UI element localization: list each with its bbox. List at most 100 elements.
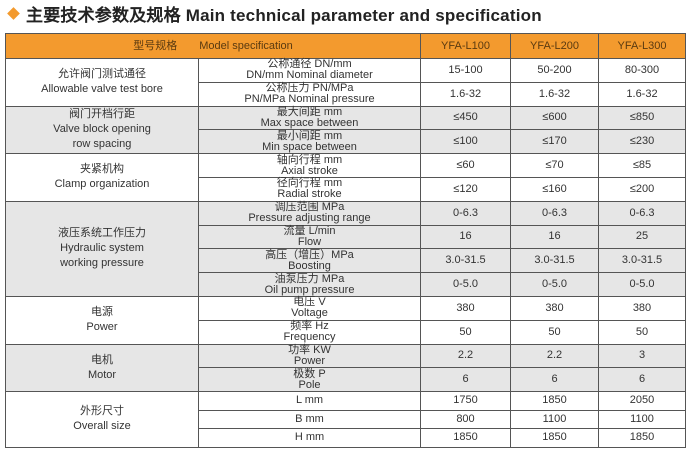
table-row: 阀门开档行距 Valve block opening row spacing 最大间距… bbox=[5, 105, 686, 155]
group-label-cn: 液压系统工作压力 bbox=[58, 227, 146, 240]
header-row: 型号规格 Model specification YFA-L100 YFA-L20… bbox=[5, 33, 686, 59]
value-cell: 0-6.3 bbox=[420, 200, 511, 226]
group-label-en: Overall size bbox=[73, 420, 131, 433]
parameter-cn: 调压范围 MPa bbox=[274, 201, 345, 214]
parameter-en: Oil pump pressure bbox=[264, 283, 355, 296]
value-cell: 15-100 bbox=[420, 58, 511, 83]
value-cell: 2.2 bbox=[420, 343, 511, 369]
value-cell: 1850 bbox=[598, 428, 686, 448]
parameter-en: Max space between bbox=[260, 116, 359, 129]
spec-table: 型号规格 Model specification YFA-L100 YFA-L20… bbox=[5, 33, 686, 448]
value-cell: 6 bbox=[598, 367, 686, 393]
parameter-en: PN/MPa Nominal pressure bbox=[244, 93, 375, 106]
parameter-en: Min space between bbox=[262, 140, 357, 153]
group-label-cn: 电机 bbox=[91, 353, 113, 366]
parameter-cn: 流量 L/min bbox=[283, 224, 336, 237]
parameter-cell: H mm bbox=[198, 428, 421, 448]
value-cell: 380 bbox=[420, 295, 511, 321]
group-label-cn: 阀门开档行距 bbox=[69, 108, 135, 121]
value-cell: ≤850 bbox=[598, 105, 686, 131]
table-row: 电源 Power 电压 V Voltage 380 380 380 bbox=[5, 295, 686, 345]
table-row: B mm 800 1100 1100 bbox=[6, 409, 686, 430]
parameter-cell: L mm bbox=[198, 391, 421, 411]
value-cell: 1750 bbox=[420, 391, 511, 411]
value-cell: 0-5.0 bbox=[510, 272, 599, 297]
value-cell: 6 bbox=[420, 367, 511, 393]
group-label-en: row spacing bbox=[72, 138, 132, 151]
table-row: 允许阀门测试通径 Allowable valve test bore 公称通径 DN… bbox=[5, 58, 686, 107]
value-cell: 2050 bbox=[598, 391, 686, 411]
parameter-cell: B mm bbox=[198, 409, 421, 430]
model-spec-en: Model specification bbox=[199, 39, 293, 52]
value-cell: ≤600 bbox=[510, 105, 599, 131]
value-cell: ≤170 bbox=[510, 129, 599, 155]
value-cell: 50-200 bbox=[510, 58, 599, 83]
table-row: 夹紧机构 Clamp organization 轴向行程 mm Axial strok… bbox=[5, 153, 686, 202]
parameter-cn: 最大间距 mm bbox=[276, 105, 343, 118]
parameter-cn: 公称通径 DN/mm bbox=[267, 58, 352, 71]
group-label-en: Power bbox=[86, 321, 118, 334]
value-cell: ≤120 bbox=[420, 176, 511, 202]
group-label-en: Clamp organization bbox=[54, 178, 150, 191]
value-cell: ≤85 bbox=[598, 153, 686, 178]
parameter-cell: 最大间距 mm Max space between bbox=[198, 105, 421, 131]
table-row: 公称压力 PN/MPa PN/MPa Nominal pressure 1.6-32… bbox=[6, 81, 686, 107]
table-row: 电机 Motor 功率 KW Power 2.2 2.2 3 bbox=[5, 343, 686, 393]
parameter-cn: 频率 Hz bbox=[290, 320, 329, 333]
group-label: 电源 Power bbox=[5, 295, 199, 345]
group-label: 夹紧机构 Clamp organization bbox=[5, 153, 199, 202]
parameter-en: Frequency bbox=[283, 331, 336, 344]
value-cell: 3 bbox=[598, 343, 686, 369]
table-row: 高压（增压）MPa Boosting 3.0-31.5 3.0-31.5 3.0-31.… bbox=[6, 248, 686, 274]
value-cell: 0-5.0 bbox=[598, 272, 686, 297]
value-cell: 6 bbox=[510, 367, 599, 393]
parameter-cn: 最小间距 mm bbox=[276, 129, 343, 142]
parameter-en: Radial stroke bbox=[277, 188, 342, 201]
parameter-cn: 径向行程 mm bbox=[276, 177, 343, 190]
table-row: 径向行程 mm Radial stroke ≤120 ≤160 ≤200 bbox=[6, 176, 686, 202]
value-cell: 50 bbox=[420, 319, 511, 345]
parameter-cn: 轴向行程 mm bbox=[276, 153, 343, 166]
parameter-en: Boosting bbox=[288, 259, 331, 272]
parameter-en: Pressure adjusting range bbox=[248, 212, 371, 225]
parameter-cn: B mm bbox=[295, 412, 324, 425]
group-label-en: Valve block opening bbox=[53, 123, 151, 136]
value-cell: ≤60 bbox=[420, 153, 511, 178]
parameter-cn: 电压 V bbox=[293, 296, 326, 309]
parameter-cell: 最小间距 mm Min space between bbox=[198, 129, 421, 155]
parameter-cn: 油泵压力 MPa bbox=[274, 272, 345, 285]
value-cell: 3.0-31.5 bbox=[598, 248, 686, 274]
group-label: 外形尺寸 Overall size bbox=[5, 391, 199, 448]
group-label-en: working pressure bbox=[60, 257, 144, 270]
parameter-en: Voltage bbox=[291, 307, 328, 320]
value-cell: 1850 bbox=[510, 428, 599, 448]
parameter-cell: 油泵压力 MPa Oil pump pressure bbox=[198, 272, 421, 297]
page-title: 主要技术参数及规格 Main technical parameter and s… bbox=[6, 2, 542, 25]
parameter-cn: 公称压力 PN/MPa bbox=[265, 82, 354, 95]
value-cell: 1850 bbox=[510, 391, 599, 411]
value-cell: 0-6.3 bbox=[510, 200, 599, 226]
parameter-cell: 径向行程 mm Radial stroke bbox=[198, 176, 421, 202]
model-spec-header: 型号规格 Model specification bbox=[5, 33, 421, 59]
parameter-cell: 调压范围 MPa Pressure adjusting range bbox=[198, 200, 421, 226]
value-cell: 1.6-32 bbox=[420, 81, 511, 107]
value-cell: 800 bbox=[420, 409, 511, 430]
group-label-cn: 外形尺寸 bbox=[80, 405, 124, 418]
value-cell: ≤200 bbox=[598, 176, 686, 202]
parameter-cell: 极数 P Pole bbox=[198, 367, 421, 393]
value-cell: 50 bbox=[510, 319, 599, 345]
parameter-cn: L mm bbox=[295, 394, 324, 407]
table-row: 液压系统工作压力 Hydraulic system working pressure… bbox=[5, 200, 686, 297]
value-cell: 0-5.0 bbox=[420, 272, 511, 297]
parameter-cn: H mm bbox=[294, 431, 325, 444]
value-cell: ≤160 bbox=[510, 176, 599, 202]
parameter-cn: 高压（增压）MPa bbox=[265, 248, 354, 261]
diamond-bullet-icon bbox=[7, 6, 20, 20]
table-row: 流量 L/min Flow 16 16 25 bbox=[6, 224, 686, 250]
value-cell: 16 bbox=[420, 224, 511, 250]
value-cell: ≤230 bbox=[598, 129, 686, 155]
group-label: 液压系统工作压力 Hydraulic system working pressure bbox=[5, 200, 199, 297]
value-cell: 1100 bbox=[510, 409, 599, 430]
model-spec-cn: 型号规格 bbox=[133, 39, 178, 52]
group-label: 阀门开档行距 Valve block opening row spacing bbox=[5, 105, 199, 155]
